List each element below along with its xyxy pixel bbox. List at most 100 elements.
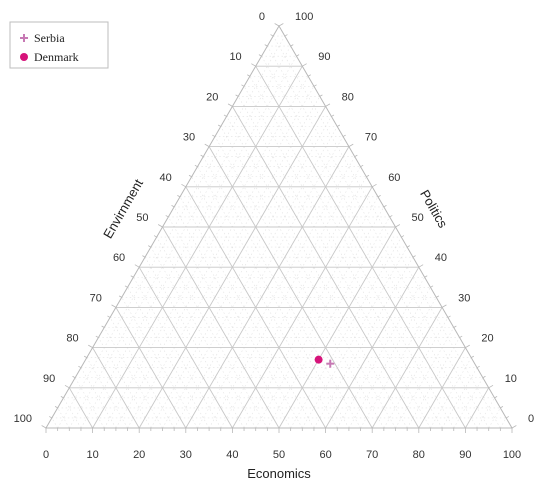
tick-mark: [418, 264, 424, 268]
minor-grid-line: [63, 397, 82, 429]
envirnment-tick-label: 80: [66, 333, 78, 345]
triangle-frame: [41, 23, 517, 433]
politics-tick-label: 20: [481, 333, 493, 345]
economics-tick-label: 80: [413, 449, 425, 461]
tick-mark: [148, 245, 152, 248]
tick-mark: [307, 74, 311, 77]
data-point-denmark: [314, 355, 323, 364]
minor-grid-line: [226, 116, 408, 429]
tick-mark: [360, 164, 364, 168]
tick-mark: [406, 245, 410, 248]
tick-mark: [107, 315, 111, 318]
tick-mark: [290, 44, 294, 47]
envirnment-tick-label: 70: [90, 292, 102, 304]
tick-mark: [325, 103, 331, 107]
minor-grid-line: [406, 337, 460, 429]
major-grid-line: [138, 266, 233, 429]
tick-mark: [331, 114, 335, 117]
minor-grid-line: [203, 156, 361, 429]
tick-mark: [366, 174, 370, 178]
legend: Serbia Denmark: [9, 21, 109, 69]
minor-grid-line: [302, 246, 408, 429]
tick-mark: [88, 344, 93, 348]
tick-mark: [241, 84, 245, 87]
tick-mark: [194, 164, 198, 168]
minor-grid-line: [150, 246, 256, 429]
tick-mark: [372, 183, 377, 188]
tick-mark: [500, 406, 504, 409]
politics-tick-label: 90: [318, 51, 330, 63]
economics-tick-label: 40: [226, 449, 238, 461]
minor-grid-line: [214, 136, 385, 429]
minor-grid-line: [121, 297, 198, 429]
tick-mark: [251, 63, 256, 67]
tick-mark: [72, 375, 76, 379]
politics-tick-label: 50: [412, 212, 424, 224]
tick-mark: [465, 344, 470, 348]
politics-tick-label: 60: [388, 172, 400, 184]
tick-labels: 0 0 0 10 10 10 20 20 20 30 30 30 40 40 40 50 50 50 60 60 60 7…: [14, 11, 534, 461]
tick-mark: [354, 154, 358, 157]
envirnment-tick-label: 40: [160, 172, 172, 184]
minor-grid-line: [313, 256, 414, 429]
minor-grid-line: [243, 196, 379, 429]
data-point-serbia: [326, 359, 335, 368]
major-grid-line: [371, 307, 443, 429]
tick-mark: [302, 63, 307, 67]
politics-tick-label: 80: [342, 91, 354, 103]
minor-grid-line: [57, 35, 286, 429]
tick-mark: [436, 295, 440, 298]
minor-grid-line: [144, 256, 245, 429]
minor-grid-line: [430, 357, 472, 429]
minor-grid-line: [255, 206, 385, 429]
tick-mark: [459, 335, 463, 338]
minor-grid-line: [173, 136, 344, 429]
minor-grid-line: [86, 357, 128, 429]
tick-mark: [83, 355, 87, 358]
tick-mark: [511, 425, 517, 429]
envirnment-tick-label: 90: [43, 373, 55, 385]
minor-grid-line: [109, 317, 175, 429]
tick-mark: [142, 255, 146, 258]
tick-mark: [296, 54, 300, 57]
major-grid-line: [418, 347, 466, 429]
tick-mark: [389, 215, 393, 218]
major-grid-line: [278, 226, 396, 429]
minor-grid-line: [395, 327, 455, 429]
tick-mark: [313, 84, 317, 87]
tick-mark: [412, 255, 416, 258]
tick-mark: [264, 44, 268, 47]
tick-mark: [258, 54, 262, 57]
envirnment-tick-label: 50: [136, 212, 148, 224]
envirnment-tick-label: 0: [259, 11, 265, 23]
economics-tick-label: 20: [133, 449, 145, 461]
tick-mark: [111, 304, 117, 308]
envirnment-tick-label: 10: [229, 51, 241, 63]
tick-mark: [41, 425, 47, 429]
tick-mark: [476, 365, 480, 369]
major-grid-line: [255, 65, 466, 429]
major-grid-line: [325, 266, 420, 429]
tick-mark: [482, 375, 486, 379]
economics-tick-label: 60: [319, 449, 331, 461]
major-grid-line: [92, 65, 303, 429]
tick-mark: [377, 195, 381, 198]
tick-mark: [217, 124, 221, 127]
politics-tick-label: 10: [505, 373, 517, 385]
minor-grid-line: [191, 176, 338, 429]
legend-box: [9, 21, 109, 69]
economics-tick-label: 30: [180, 449, 192, 461]
major-grid-line: [115, 307, 187, 429]
legend-marker-serbia: [20, 34, 28, 42]
minor-grid-line: [98, 337, 152, 429]
tick-mark: [153, 235, 157, 238]
major-grid-line: [68, 387, 93, 429]
tick-mark: [235, 94, 239, 97]
tick-mark: [49, 416, 53, 419]
tick-mark: [319, 94, 323, 97]
legend-marker-denmark: [20, 53, 28, 61]
tick-mark: [441, 304, 447, 308]
minor-grid-line: [133, 277, 222, 429]
minor-grid-line: [360, 297, 437, 429]
tick-mark: [342, 134, 346, 137]
